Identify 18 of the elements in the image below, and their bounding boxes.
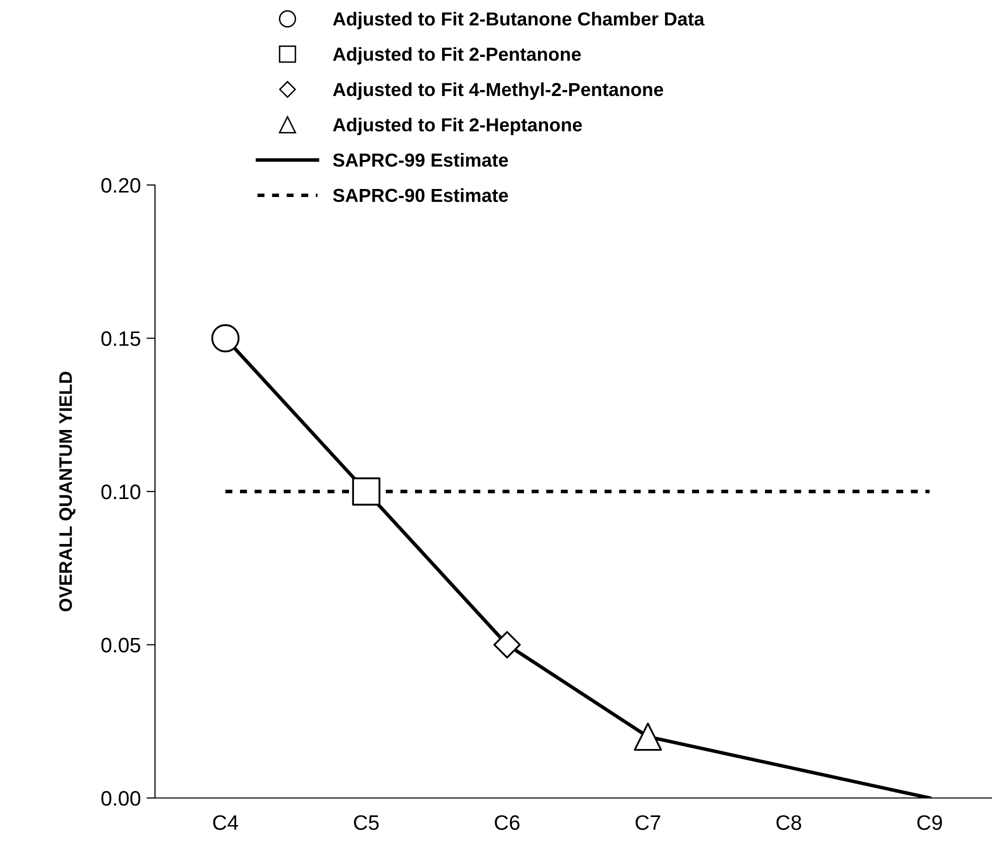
- y-tick-label: 0.05: [101, 638, 140, 653]
- x-tick-label: C6: [494, 815, 520, 830]
- legend-label: Adjusted to Fit 4-Methyl-2-Pentanone: [332, 82, 664, 100]
- y-tick-label: 0.10: [101, 484, 140, 500]
- legend-label: SAPRC-90 Estimate: [333, 188, 508, 202]
- legend-label: SAPRC-99 Estimate: [333, 152, 508, 167]
- x-tick-label: C7: [636, 815, 660, 830]
- x-tick-label: C9: [917, 815, 942, 830]
- legend-label: Adjusted to Fit 2-Heptanone: [332, 118, 582, 136]
- legend-label: Adjusted to Fit 2-Pentanone: [332, 47, 581, 65]
- x-tick-label: C5: [354, 815, 379, 830]
- y-tick-label: 0.15: [101, 331, 140, 346]
- y-axis-title: OVERALL QUANTUM YIELD: [59, 372, 76, 612]
- x-tick-label: C8: [776, 815, 802, 830]
- y-tick-label: 0.20: [101, 178, 140, 193]
- y-tick-label: 0.00: [101, 791, 140, 806]
- x-tick-label: C4: [213, 815, 238, 830]
- legend-label: Adjusted to Fit 2-Butanone Chamber Data: [332, 12, 705, 30]
